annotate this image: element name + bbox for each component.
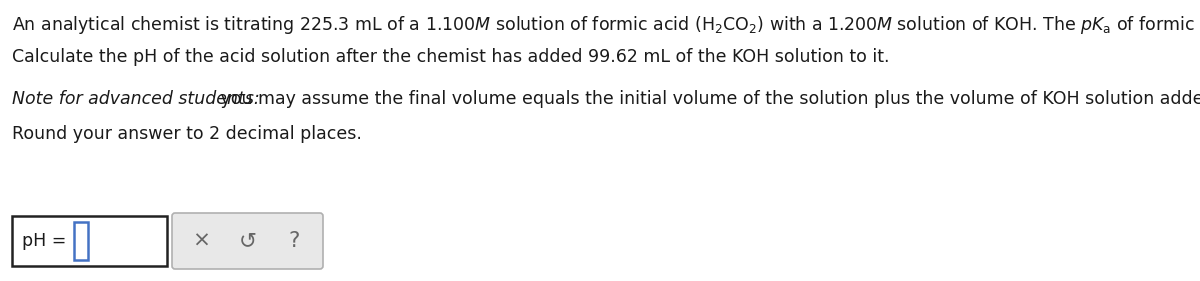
Text: ↺: ↺	[239, 231, 257, 251]
Text: Calculate the pH of the acid solution after the chemist has added 99.62 mL of th: Calculate the pH of the acid solution af…	[12, 48, 889, 66]
Text: ×: ×	[192, 231, 210, 251]
Text: you may assume the final volume equals the initial volume of the solution plus t: you may assume the final volume equals t…	[215, 90, 1200, 108]
Text: Round your answer to 2 decimal places.: Round your answer to 2 decimal places.	[12, 125, 362, 143]
FancyBboxPatch shape	[172, 213, 323, 269]
Text: pH =: pH =	[22, 232, 72, 250]
FancyBboxPatch shape	[12, 216, 167, 266]
FancyBboxPatch shape	[74, 222, 88, 260]
Text: ?: ?	[288, 231, 300, 251]
Text: Note for advanced students:: Note for advanced students:	[12, 90, 259, 108]
Text: An analytical chemist is titrating 225.3 mL of a 1.100$\mathit{M}$ solution of f: An analytical chemist is titrating 225.3…	[12, 14, 1200, 36]
